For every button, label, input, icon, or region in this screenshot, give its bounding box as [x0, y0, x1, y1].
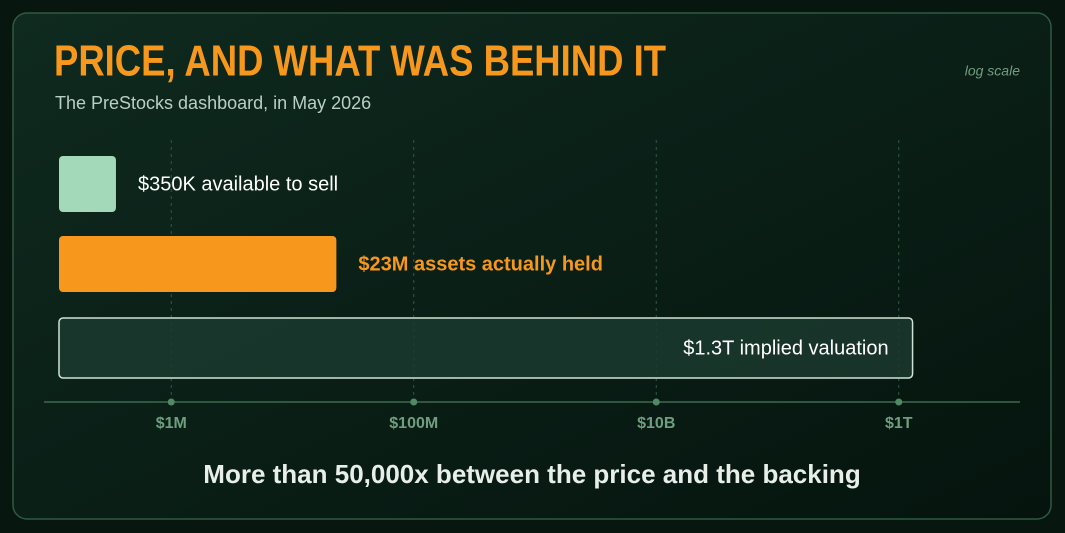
bar: [59, 236, 337, 292]
x-tick-label: $100M: [389, 415, 438, 432]
tick-mark: [410, 398, 418, 406]
tick-mark: [167, 398, 175, 406]
tick-mark: [895, 398, 903, 406]
bar: [59, 156, 116, 212]
x-tick-label: $1T: [885, 415, 913, 432]
data-label: $350K available to sell: [138, 173, 338, 195]
card: [12, 12, 1052, 520]
data-label: $1.3T implied valuation: [683, 337, 888, 359]
plot-area: $1M $100M $10B $1T $350K available to sell $2…: [44, 140, 1020, 432]
chart-title: PRICE, AND WHAT WAS BEHIND IT: [54, 37, 666, 86]
tick-mark: [652, 398, 660, 406]
chart-subtitle: The PreStocks dashboard, in May 2026: [55, 93, 371, 113]
scale-note: log scale: [965, 63, 1020, 79]
data-label: $23M assets actually held: [358, 253, 603, 275]
footnote: More than 50,000x between the price and …: [203, 459, 860, 489]
bar: [58, 317, 914, 379]
x-tick-label: $10B: [637, 415, 675, 432]
x-tick-label: $1M: [156, 415, 187, 432]
